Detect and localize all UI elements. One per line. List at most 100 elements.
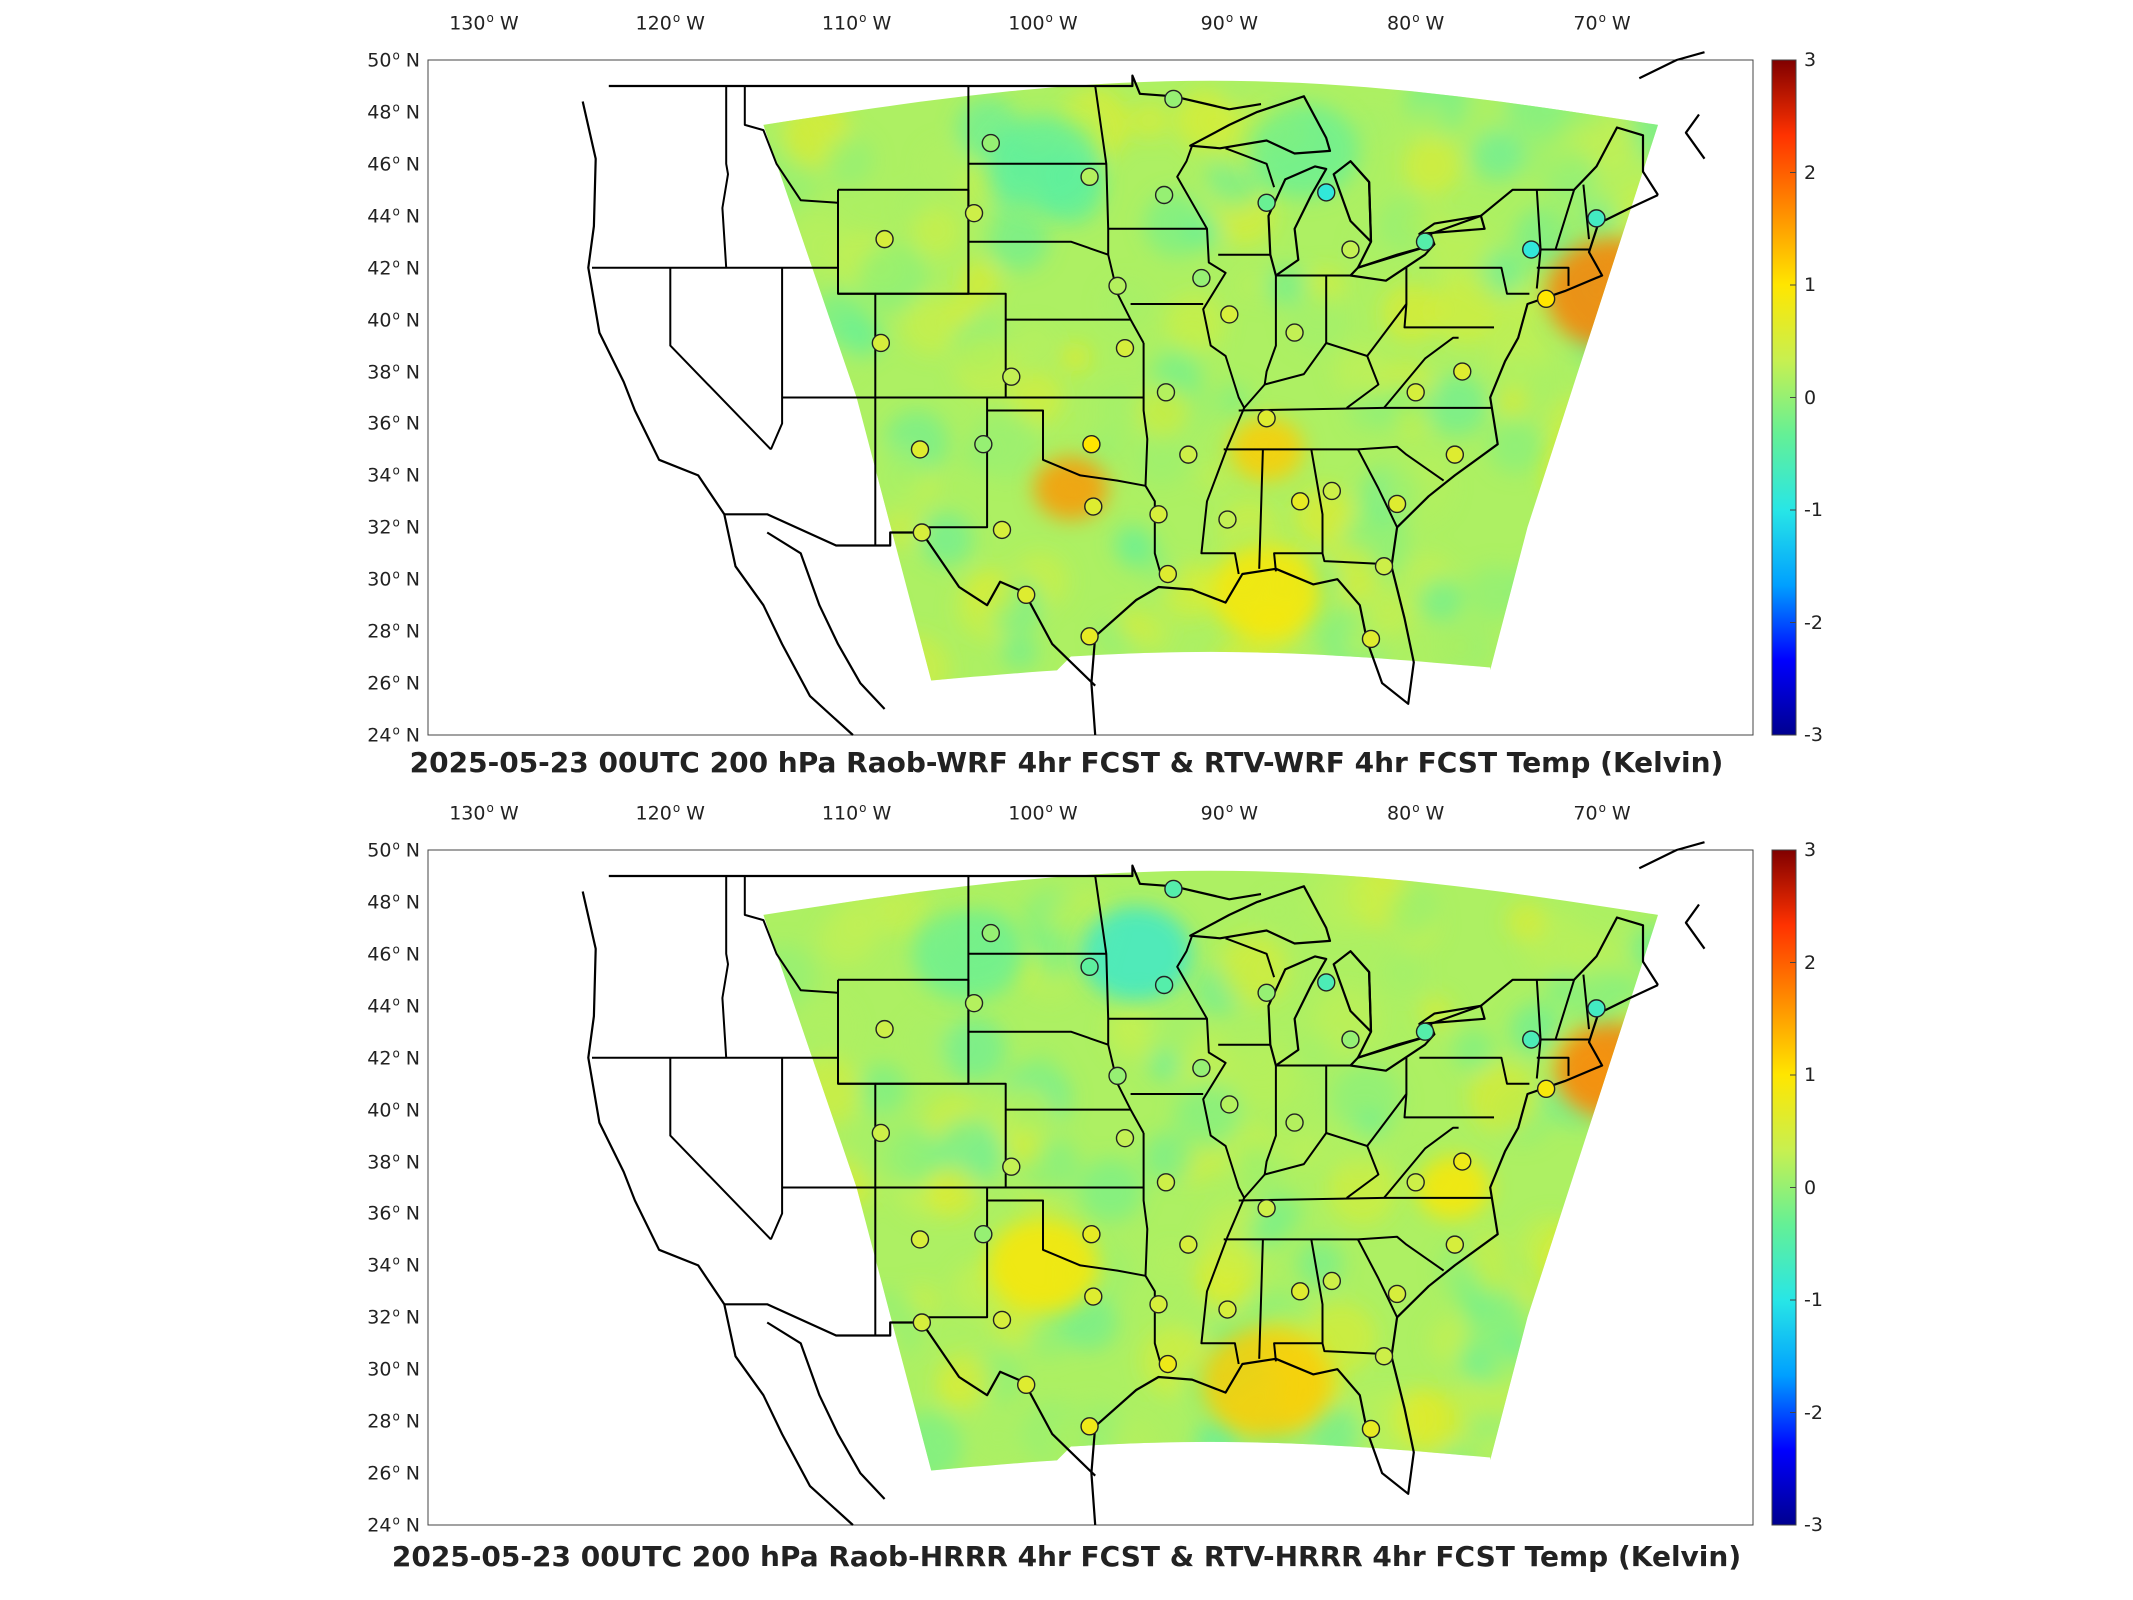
lon-tick-label: 100o W [1008,11,1077,34]
tick-hemisphere: N [405,1047,420,1070]
field-blob [1060,342,1091,373]
tick-degree: 34 [367,1255,392,1278]
degree-symbol: o [392,994,400,1009]
tick-degree: 26 [367,1462,392,1485]
national-border [1349,916,1659,1059]
colorbar-tick-label: 1 [1804,1064,1817,1086]
lat-tick-label: 46o N [367,942,420,965]
degree-symbol: o [392,942,400,957]
field-blob [971,410,1041,479]
colorbar-tick-label: -3 [1804,1514,1823,1536]
state-border [721,86,729,268]
degree-symbol: o [1225,11,1234,25]
field-blob [1137,384,1191,438]
coastline [1638,841,1705,870]
field-blob [1471,129,1524,181]
lon-tick-label: 110o W [822,11,891,34]
great-lake [1332,160,1373,243]
field-blob [1330,1063,1402,1136]
raob-station-marker [1192,1058,1211,1078]
lat-tick-label: 50o N [367,48,420,71]
lat-tick-label: 28o N [367,619,420,642]
tick-degree: 40 [367,1099,392,1122]
lat-tick-label: 40o N [367,308,420,331]
raob-station-marker [1415,1022,1435,1041]
raob-station-marker [1322,1271,1342,1291]
field-blob [1403,137,1461,195]
degree-symbol: o [392,100,400,115]
degree-symbol: o [1598,801,1606,815]
tick-hemisphere: N [405,672,420,695]
map-panel-wrf: 2025-05-23 00UTC 200 hPa Raob-WRF 4hr FC… [0,0,2133,790]
field-blob [1079,1158,1144,1223]
map-panel-hrrr: 2025-05-23 00UTC 200 hPa Raob-HRRR 4hr F… [0,790,2133,1580]
raob-station-marker [1387,494,1407,514]
raob-station-marker [1158,564,1178,584]
degree-symbol: o [392,723,400,738]
tick-hemisphere: N [405,101,420,124]
raob-station-marker [1374,557,1394,576]
degree-symbol: o [392,1305,400,1320]
tick-degree: 32 [367,1306,392,1329]
colorbar-tick-label: 3 [1804,839,1817,861]
field-blob [1076,1396,1106,1426]
lat-tick-label: 24o N [367,723,420,746]
colorbar-tick-label: -1 [1804,499,1823,521]
field-blob [1131,101,1169,140]
tick-degree: 110 [821,12,859,35]
field-blob [991,1087,1056,1152]
raob-station-marker [1017,585,1036,605]
tick-degree: 24 [367,724,392,747]
state-border [1258,449,1264,569]
degree-symbol: o [1045,801,1053,815]
degree-symbol: o [859,801,867,815]
tick-hemisphere: W [1425,802,1445,825]
field-blob [1349,391,1389,431]
raob-station-marker [981,923,1000,943]
state-border [1366,1093,1408,1147]
degree-symbol: o [1045,11,1053,25]
field-blob [969,569,1015,615]
state-border [1419,266,1530,295]
great-lake [1349,1033,1436,1072]
field-blob [819,910,875,966]
raob-station-marker [1084,1287,1103,1306]
field-blob [879,883,933,937]
state-border [1107,254,1145,344]
tick-hemisphere: N [405,1099,420,1122]
tick-degree: 44 [367,995,392,1018]
raob-station-marker [1290,1282,1310,1301]
state-border [1554,979,1576,1040]
tick-hemisphere: N [405,1203,420,1226]
lat-tick-label: 36o N [367,1202,420,1225]
tick-hemisphere: N [405,49,420,72]
lon-tick-label: 80o W [1387,11,1444,34]
tick-degree: 44 [367,205,392,228]
state-border [1383,1126,1459,1199]
tick-hemisphere: N [405,413,420,436]
field-blob [1233,1144,1281,1193]
field-blob [936,1353,991,1409]
field-blob [1145,1004,1200,1059]
coastline [1090,984,1659,1526]
state-border [875,1082,1007,1189]
field-blob [823,135,874,186]
tick-hemisphere: N [405,724,420,747]
field-blob [1419,454,1448,483]
tick-hemisphere: N [405,309,420,332]
degree-symbol: o [392,152,400,167]
lon-tick-label: 120o W [636,801,705,824]
degree-symbol: o [392,307,400,322]
raob-station-marker [871,333,891,353]
lat-tick-label: 34o N [367,1254,420,1277]
raob-station-marker [1374,1347,1394,1366]
field-blob [1027,1053,1057,1083]
raob-station-marker [981,133,1000,153]
degree-symbol: o [672,11,681,25]
state-border [1554,189,1576,250]
tick-hemisphere: W [872,12,892,35]
tick-hemisphere: N [405,1462,420,1485]
tick-degree: 28 [367,1410,392,1433]
state-border [1225,937,1276,978]
lon-tick-label: 130o W [449,11,518,34]
